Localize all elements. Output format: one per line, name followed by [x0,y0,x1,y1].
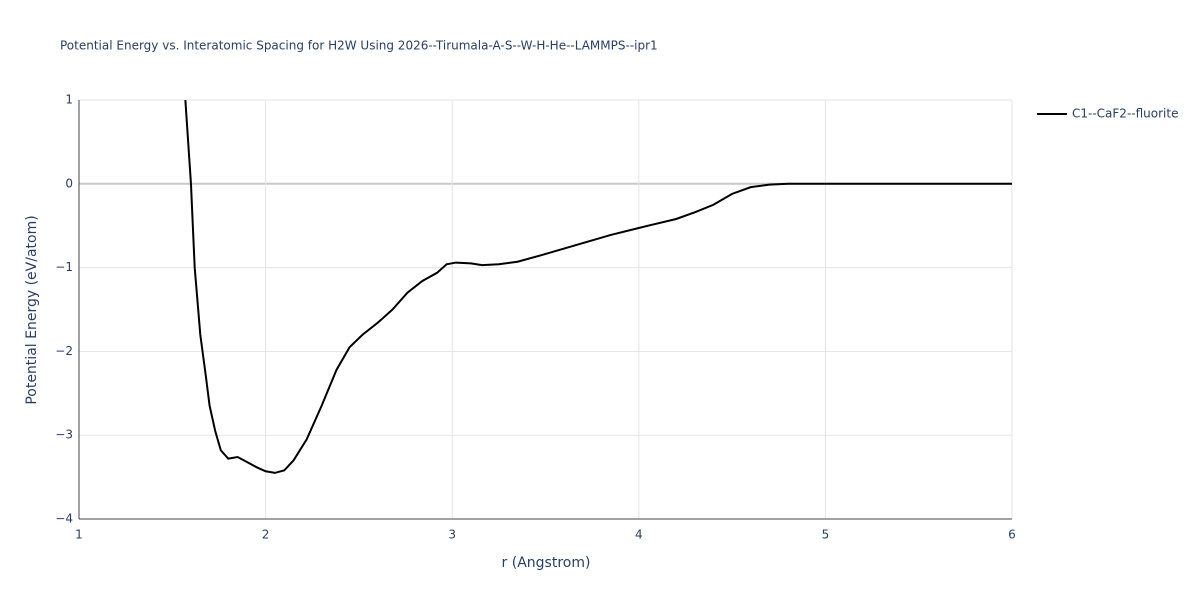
y-tick-label: 0 [65,176,73,190]
y-tick-label: −3 [55,428,73,442]
x-tick-label: 4 [635,528,643,542]
x-tick-label: 1 [75,528,83,542]
chart-title: Potential Energy vs. Interatomic Spacing… [60,39,658,53]
y-tick-label: −4 [55,512,73,526]
x-tick-label: 3 [448,528,456,542]
x-tick-label: 6 [1008,528,1016,542]
plot-area [184,100,1012,474]
x-axis-title: r (Angstrom) [502,555,591,571]
data-line [184,100,1012,474]
x-tick-label: 2 [262,528,270,542]
y-tick-label: −1 [55,260,73,274]
x-tick-label: 5 [822,528,830,542]
y-tick-label: 1 [65,93,73,107]
y-axis-title: Potential Energy (eV/atom) [24,215,40,404]
legend-label: C1--CaF2--fluorite [1072,107,1178,121]
y-tick-label: −2 [55,344,73,358]
